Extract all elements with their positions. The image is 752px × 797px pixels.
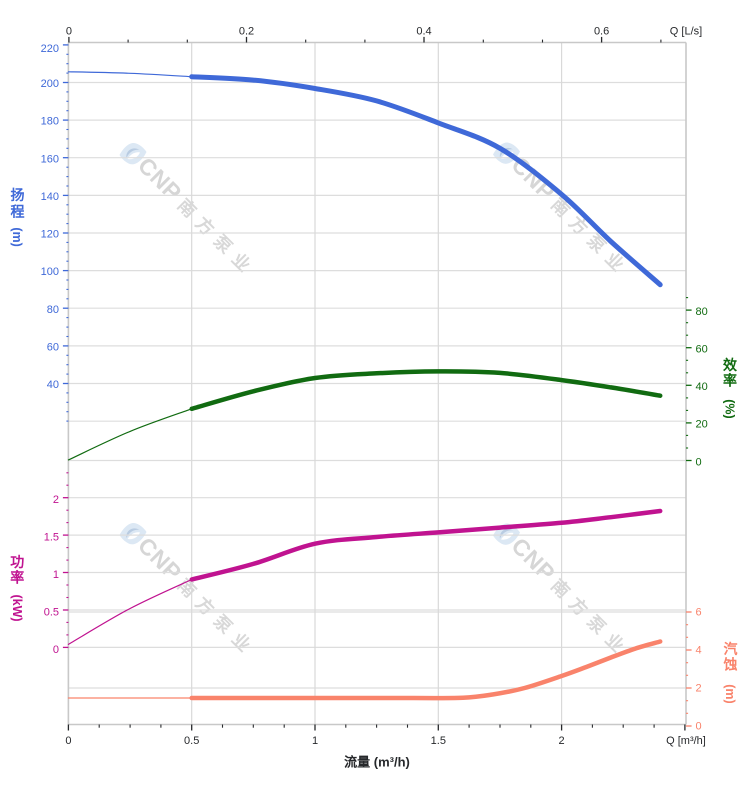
svg-text:(m): (m) xyxy=(723,684,737,703)
svg-text:40: 40 xyxy=(696,381,708,393)
svg-text:流量 (m³/h): 流量 (m³/h) xyxy=(344,754,410,769)
svg-text:程: 程 xyxy=(11,203,25,219)
svg-text:CNP: CNP xyxy=(507,533,561,587)
svg-text:200: 200 xyxy=(41,78,59,90)
svg-text:扬: 扬 xyxy=(11,187,25,203)
svg-text:220: 220 xyxy=(41,43,59,55)
svg-text:Q [L/s]: Q [L/s] xyxy=(670,25,702,37)
svg-text:效: 效 xyxy=(723,357,738,373)
svg-text:120: 120 xyxy=(41,229,59,241)
svg-text:60: 60 xyxy=(696,344,708,356)
svg-text:100: 100 xyxy=(41,266,59,278)
svg-text:1: 1 xyxy=(312,735,318,747)
svg-text:80: 80 xyxy=(47,304,59,316)
svg-text:20: 20 xyxy=(696,419,708,431)
svg-text:(%): (%) xyxy=(723,399,737,418)
svg-text:0: 0 xyxy=(65,735,71,747)
svg-text:60: 60 xyxy=(47,342,59,354)
svg-text:0.5: 0.5 xyxy=(44,607,59,619)
svg-text:0: 0 xyxy=(66,25,72,37)
svg-text:2: 2 xyxy=(696,682,702,694)
svg-text:南方泵业: 南方泵业 xyxy=(547,194,633,280)
svg-text:0.6: 0.6 xyxy=(594,25,609,37)
svg-text:2: 2 xyxy=(559,735,565,747)
svg-text:6: 6 xyxy=(696,606,702,618)
svg-text:蚀: 蚀 xyxy=(723,657,738,673)
svg-text:CNP: CNP xyxy=(133,532,187,586)
svg-text:140: 140 xyxy=(41,191,59,203)
svg-text:率: 率 xyxy=(10,570,24,586)
svg-text:4: 4 xyxy=(696,644,702,656)
svg-text:(m): (m) xyxy=(10,227,24,246)
svg-text:0: 0 xyxy=(696,720,702,732)
svg-text:南方泵业: 南方泵业 xyxy=(174,575,260,661)
svg-text:(kW): (kW) xyxy=(10,594,24,621)
svg-text:南方泵业: 南方泵业 xyxy=(174,195,260,281)
svg-text:1.5: 1.5 xyxy=(431,735,446,747)
svg-text:CNP: CNP xyxy=(133,152,187,206)
svg-text:1: 1 xyxy=(53,569,59,581)
svg-text:南方泵业: 南方泵业 xyxy=(547,575,633,661)
svg-text:80: 80 xyxy=(696,306,708,318)
svg-text:1.5: 1.5 xyxy=(44,532,59,544)
svg-text:率: 率 xyxy=(723,373,737,389)
svg-text:0: 0 xyxy=(696,456,702,468)
svg-text:0.4: 0.4 xyxy=(416,25,431,37)
svg-text:2: 2 xyxy=(53,494,59,506)
svg-text:Q [m³/h]: Q [m³/h] xyxy=(666,735,706,747)
svg-text:汽: 汽 xyxy=(724,641,738,657)
svg-text:功: 功 xyxy=(10,554,24,570)
svg-text:0: 0 xyxy=(53,644,59,656)
svg-text:40: 40 xyxy=(47,379,59,391)
svg-text:0.5: 0.5 xyxy=(184,735,199,747)
svg-text:180: 180 xyxy=(41,116,59,128)
svg-text:0.2: 0.2 xyxy=(239,25,254,37)
svg-text:160: 160 xyxy=(41,153,59,165)
